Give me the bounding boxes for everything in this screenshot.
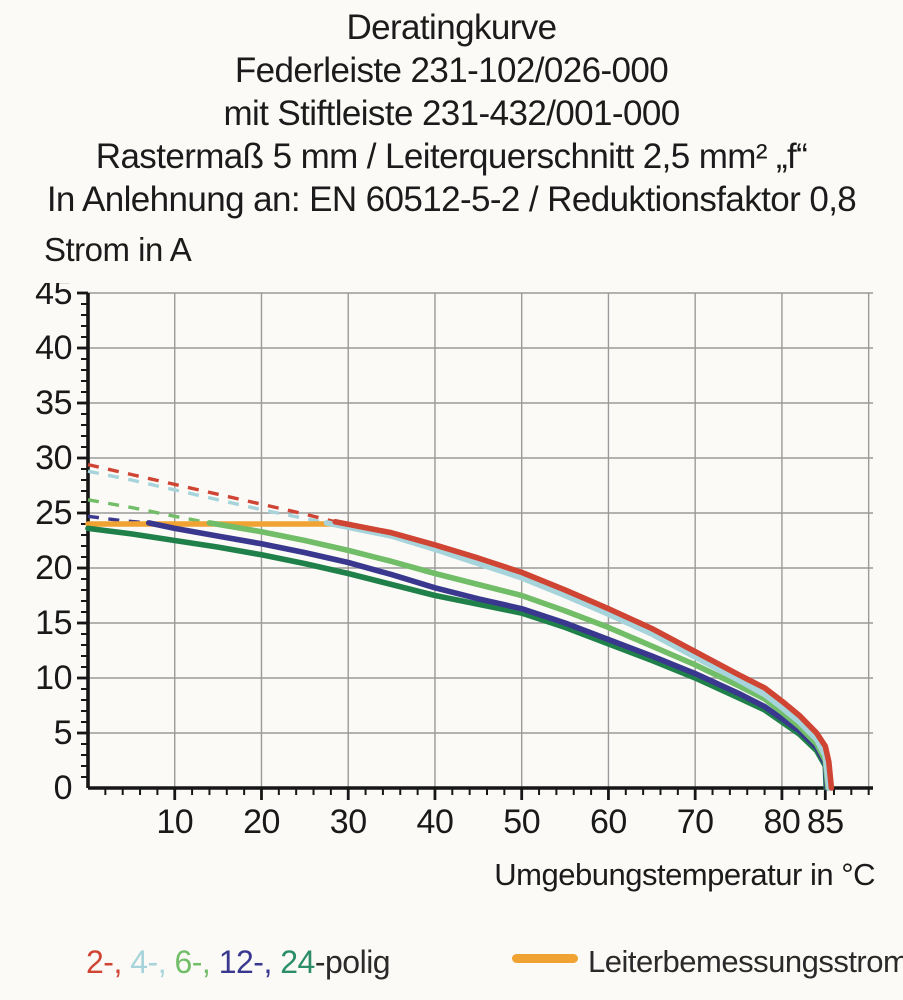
curve-12-polig — [145, 520, 830, 791]
x-axis-title: Umgebungstemperatur in °C — [494, 857, 875, 892]
curve-4-polig — [323, 520, 832, 791]
x-tick-label: 85 — [807, 803, 844, 841]
curve-2-polig — [332, 519, 835, 791]
x-tick-label: 60 — [590, 803, 627, 841]
title-line-1: Deratingkurve — [346, 8, 557, 47]
curve-6-polig-ohne-reduktion — [87, 498, 210, 525]
y-tick-label: 30 — [35, 439, 72, 477]
legend-pole-part: 4-, — [130, 944, 175, 980]
legend-pole-counts: 2-, 4-, 6-, 12-, 24-polig — [86, 944, 391, 981]
derating-chart: 10 20 30 40 50 60 70 80 85 0 5 10 15 20 25 30 35 40 45 — [35, 283, 873, 841]
title-line-4: Rastermaß 5 mm / Leiterquerschnitt 2,5 m… — [95, 137, 808, 176]
y-tick-label: 40 — [35, 329, 72, 367]
x-tick-label: 10 — [156, 803, 193, 841]
y-tick-label: 0 — [54, 769, 72, 807]
x-tick-label: 20 — [243, 803, 280, 841]
y-tick-label: 20 — [35, 549, 72, 587]
x-tick-label: 70 — [677, 803, 714, 841]
y-tick-label: 45 — [35, 283, 72, 312]
y-axis-title: Strom in A — [44, 231, 192, 268]
y-tick-label: 5 — [54, 714, 72, 752]
x-tick-label: 50 — [503, 803, 540, 841]
title-line-3: mit Stiftleiste 231-432/001-000 — [223, 94, 680, 133]
x-tick-label: 30 — [330, 803, 367, 841]
y-tick-label: 25 — [35, 494, 72, 532]
x-tick-label: 80 — [764, 803, 801, 841]
curve-6-polig — [206, 520, 831, 791]
legend-rated-current-swatch — [512, 954, 578, 963]
legend-pole-part: 6-, — [174, 944, 219, 980]
curve-4-polig-ohne-reduktion — [87, 469, 327, 525]
y-tick-label: 15 — [35, 604, 72, 642]
y-tick-label: 10 — [35, 659, 72, 697]
chart-title-block: Deratingkurve Federleiste 231-102/026-00… — [0, 6, 903, 221]
y-tick-label: 35 — [35, 384, 72, 422]
legend-rated-current-label: Leiterbemessungsstrom — [588, 944, 903, 979]
title-line-2: Federleiste 231-102/026-000 — [234, 51, 669, 90]
title-line-5: In Anlehnung an: EN 60512-5-2 / Reduktio… — [46, 180, 857, 219]
legend-pole-part: 24 — [280, 944, 315, 980]
legend-pole-part: 12-, — [218, 944, 281, 980]
x-tick-label: 40 — [417, 803, 454, 841]
legend-pole-part: -polig — [314, 944, 391, 980]
curve-2-polig-ohne-reduktion — [87, 462, 336, 524]
legend-pole-part: 2-, — [86, 944, 131, 980]
